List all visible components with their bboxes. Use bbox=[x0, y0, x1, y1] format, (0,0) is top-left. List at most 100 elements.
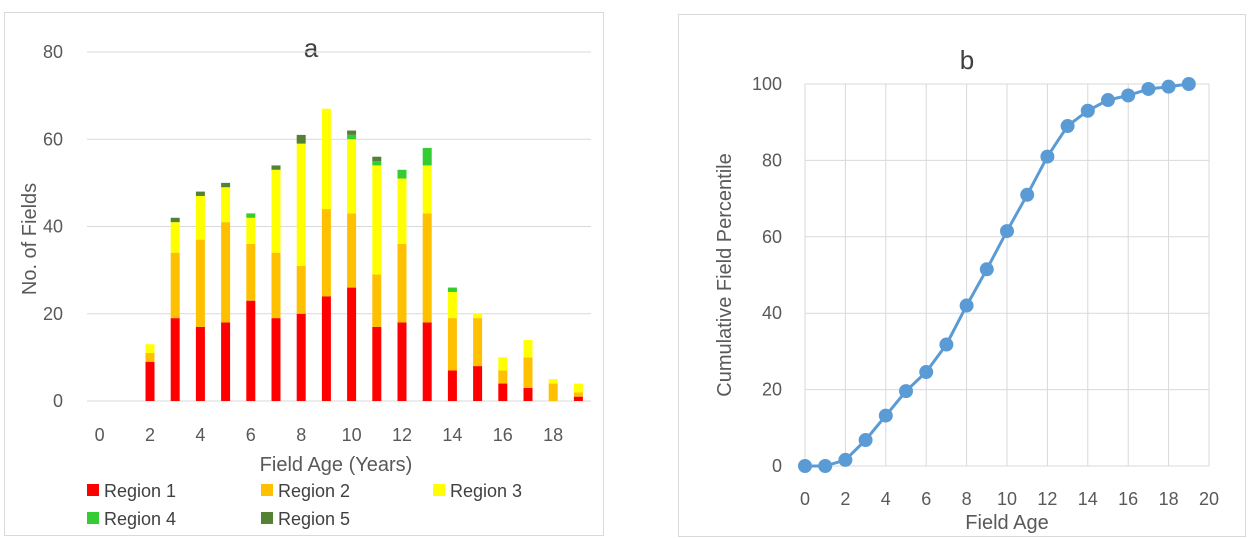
chart-a-bar-region-3 bbox=[372, 165, 382, 275]
chart-a-bar-region-2 bbox=[221, 222, 231, 323]
chart-a-legend: Region 1 Region 2 Region 3 Region 4 Region 5 bbox=[87, 481, 522, 529]
chart-a-x-tick-label: 12 bbox=[392, 425, 412, 445]
chart-b-x-tick-labels: 0 2 4 6 8 10 12 14 16 18 20 bbox=[800, 489, 1219, 509]
chart-a-legend-swatch bbox=[433, 484, 445, 496]
chart-a-bar-region-1 bbox=[372, 326, 382, 401]
chart-b-gridlines bbox=[804, 83, 1210, 467]
chart-a-bar-region-1 bbox=[195, 326, 205, 401]
chart-b-y-tick-label: 60 bbox=[762, 227, 782, 247]
chart-a-x-tick-label: 10 bbox=[342, 425, 362, 445]
chart-b-point bbox=[919, 365, 934, 380]
chart-a-y-tick-labels: 0 20 40 60 80 bbox=[43, 42, 63, 411]
chart-a-legend-label: Region 3 bbox=[450, 481, 522, 501]
chart-b-point bbox=[838, 452, 853, 467]
chart-a-bar-region-3 bbox=[548, 379, 558, 384]
chart-a-bar-region-2 bbox=[422, 213, 432, 323]
chart-a-legend-swatch bbox=[261, 512, 273, 524]
chart-a-bar-region-2 bbox=[347, 213, 357, 288]
chart-b-x-tick-label: 18 bbox=[1159, 489, 1179, 509]
chart-a-x-tick-label: 14 bbox=[442, 425, 462, 445]
chart-a-bar-region-5 bbox=[296, 134, 306, 144]
chart-a-bar-region-5 bbox=[221, 182, 231, 188]
chart-a-bar-region-1 bbox=[397, 322, 407, 401]
chart-b-x-tick-label: 12 bbox=[1037, 489, 1057, 509]
chart-a-bar-region-5 bbox=[170, 217, 180, 223]
chart-a-bar-region-3 bbox=[296, 143, 306, 266]
chart-a-bar-region-2 bbox=[145, 353, 155, 362]
chart-a-panel: a Field Age (Years) No. of Fields 0 20 40 6… bbox=[4, 12, 604, 536]
chart-b-x-tick-label: 6 bbox=[921, 489, 931, 509]
chart-a-legend-label: Region 1 bbox=[104, 481, 176, 501]
chart-a-x-tick-label: 0 bbox=[95, 425, 105, 445]
chart-b-y-tick-label: 40 bbox=[762, 303, 782, 323]
chart-b-x-tick-label: 14 bbox=[1078, 489, 1098, 509]
chart-a-legend-label: Region 4 bbox=[104, 509, 176, 529]
chart-b-point bbox=[1161, 79, 1176, 94]
chart-b-x-axis-title: Field Age bbox=[965, 512, 1048, 534]
chart-a-bar-region-2 bbox=[170, 252, 180, 319]
chart-a-bar-region-3 bbox=[397, 178, 407, 244]
chart-a-bar-region-2 bbox=[548, 383, 558, 401]
chart-a-bar-region-1 bbox=[296, 313, 306, 401]
chart-a-bar-region-4 bbox=[372, 161, 382, 166]
chart-a-bar-region-2 bbox=[473, 318, 483, 367]
chart-a-bars bbox=[145, 108, 583, 401]
chart-a-bar-region-4 bbox=[422, 147, 432, 166]
chart-b-y-tick-label: 0 bbox=[772, 456, 782, 476]
chart-b-point bbox=[858, 433, 873, 448]
chart-a-bar-region-3 bbox=[195, 195, 205, 240]
chart-a-bar-region-1 bbox=[170, 318, 180, 401]
chart-b-point bbox=[939, 337, 954, 352]
chart-a-bar-region-5 bbox=[372, 156, 382, 162]
chart-a-bar-region-1 bbox=[523, 387, 533, 401]
chart-a-bar-region-3 bbox=[321, 108, 331, 210]
chart-a-bar-region-2 bbox=[498, 370, 508, 384]
chart-a-bar-region-4 bbox=[347, 134, 357, 140]
chart-b-x-tick-label: 4 bbox=[881, 489, 891, 509]
chart-a-bar-region-2 bbox=[246, 243, 256, 301]
chart-b-x-tick-label: 16 bbox=[1118, 489, 1138, 509]
chart-a-bar-region-5 bbox=[195, 191, 205, 196]
chart-a-bar-region-3 bbox=[246, 217, 256, 244]
chart-a-bar-region-2 bbox=[271, 252, 281, 319]
chart-a-bar-region-3 bbox=[498, 357, 508, 371]
chart-b-x-tick-label: 0 bbox=[800, 489, 810, 509]
chart-a-bar-region-2 bbox=[372, 274, 382, 327]
chart-a-legend-label: Region 2 bbox=[278, 481, 350, 501]
chart-a-x-axis-title: Field Age (Years) bbox=[260, 454, 413, 476]
chart-b-point bbox=[878, 408, 893, 423]
chart-a-legend-swatch bbox=[87, 484, 99, 496]
chart-a-bar-region-4 bbox=[397, 169, 407, 179]
chart-b-x-tick-label: 2 bbox=[840, 489, 850, 509]
chart-b-point bbox=[818, 459, 833, 473]
chart-b-point bbox=[1060, 119, 1075, 134]
chart-a-bar-region-4 bbox=[447, 287, 457, 292]
chart-a-gridlines bbox=[87, 51, 591, 402]
chart-a-legend-swatch bbox=[87, 512, 99, 524]
chart-b-y-tick-label: 100 bbox=[752, 74, 782, 94]
chart-a-bar-region-2 bbox=[573, 392, 583, 397]
chart-b-panel: b Field Age Cumulative Field Percentile … bbox=[678, 14, 1246, 537]
chart-a-bar-region-1 bbox=[473, 366, 483, 401]
chart-a-legend-label: Region 5 bbox=[278, 509, 350, 529]
chart-b-series bbox=[798, 77, 1196, 473]
chart-a-bar-region-3 bbox=[145, 344, 155, 354]
chart-b-point bbox=[798, 459, 812, 473]
chart-a-bar-region-3 bbox=[422, 165, 432, 214]
chart-a-bar-region-2 bbox=[195, 239, 205, 327]
chart-a-x-tick-labels: 0 2 4 6 8 10 12 14 16 18 bbox=[95, 425, 564, 445]
chart-a-title: a bbox=[304, 33, 319, 63]
chart-a-bar-region-1 bbox=[422, 322, 432, 401]
chart-b-point bbox=[1101, 93, 1115, 108]
chart-b-y-tick-label: 80 bbox=[762, 150, 782, 170]
chart-a-bar-region-5 bbox=[347, 130, 357, 135]
chart-a-y-tick-label: 40 bbox=[43, 217, 63, 237]
chart-b-point bbox=[1020, 187, 1035, 202]
chart-a-bar-region-3 bbox=[221, 187, 231, 223]
chart-a-bar-region-2 bbox=[296, 265, 306, 314]
chart-b-point bbox=[1080, 103, 1095, 118]
chart-a-bar-region-3 bbox=[347, 139, 357, 214]
chart-a-bar-region-3 bbox=[271, 169, 281, 253]
chart-a-bar-region-1 bbox=[573, 396, 583, 401]
chart-a-bar-region-2 bbox=[397, 243, 407, 323]
